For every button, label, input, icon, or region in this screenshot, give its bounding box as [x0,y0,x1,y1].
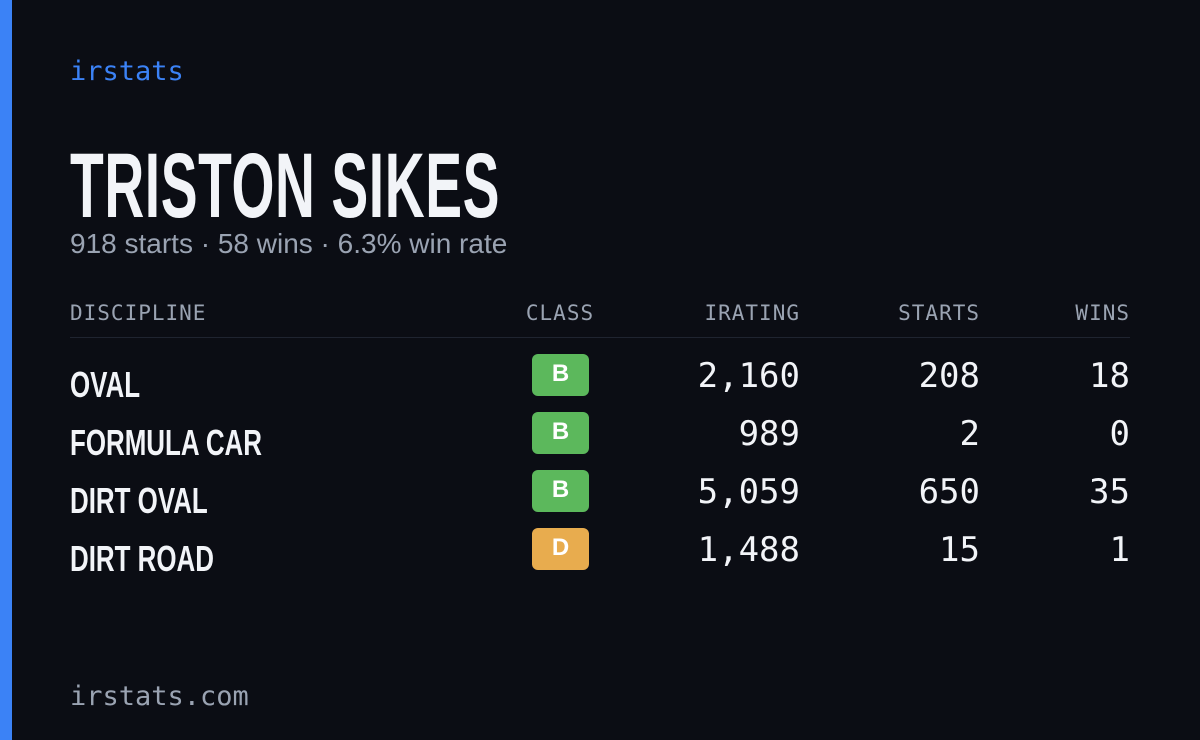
class-badge: D [532,528,589,570]
wins: 18 [1089,356,1130,396]
column-header: STARTS [898,301,980,325]
wins: 0 [1109,414,1130,454]
column-header: IRATING [704,301,800,325]
irating: 5,059 [697,472,800,512]
wins: 1 [1109,530,1130,570]
column-header: DISCIPLINE [70,301,207,325]
class-badge: B [532,470,589,512]
column-header: CLASS [525,301,595,325]
discipline: DIRT ROAD [70,538,214,579]
brand: irstats [70,56,184,87]
class-badge: B [532,354,589,396]
discipline: DIRT OVAL [70,480,208,521]
discipline: FORMULA CAR [70,422,262,463]
driver-name: TRISTON SIKES [70,135,501,237]
column-header: WINS [1075,301,1130,325]
accent-bar [0,0,12,740]
irating: 989 [738,414,800,454]
irating: 1,488 [697,530,800,570]
driver-summary: 918 starts · 58 wins · 6.3% win rate [70,228,508,259]
wins: 35 [1089,472,1130,512]
starts: 650 [918,472,980,512]
class-badge: B [532,412,589,454]
starts: 208 [918,356,980,396]
discipline: OVAL [70,364,141,405]
footer: irstats.com [70,681,249,712]
separator [70,337,1130,338]
irating: 2,160 [697,356,800,396]
starts: 15 [939,530,980,570]
starts: 2 [959,414,980,454]
